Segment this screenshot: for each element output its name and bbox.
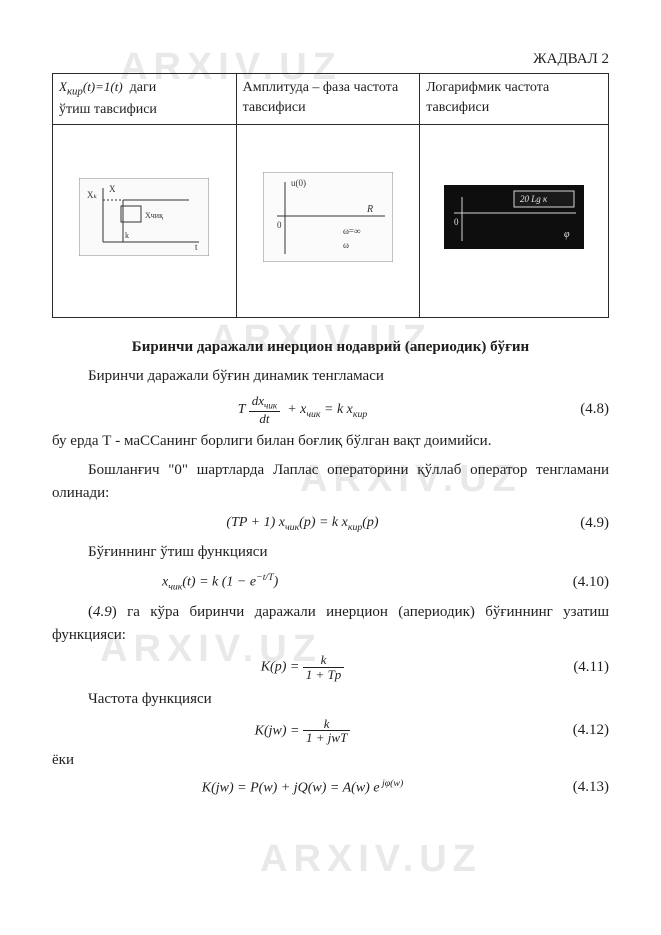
bode-thumbnail: 20 Lg к 0 φ — [444, 185, 584, 249]
equation-4-10-number: (4.10) — [553, 571, 609, 594]
paragraph-transition-fn: Бўғиннинг ўтиш функцияси — [52, 541, 609, 564]
graph-cell-mid: u(0) R 0 ω=∞ ω — [236, 124, 420, 317]
equation-4-13-number: (4.13) — [553, 776, 609, 799]
thumb-mid-R: R — [366, 204, 373, 215]
paragraph-time-constant: бу ерда Т - маССанинг борлиги билан боғл… — [52, 430, 609, 453]
para5-em: 4.9 — [93, 604, 112, 620]
equation-4-8-number: (4.8) — [553, 398, 609, 421]
eq412-den: 1 + jwT — [303, 731, 350, 745]
eq411-fraction: k 1 + Tp — [303, 653, 345, 681]
equation-4-11-row: K(p) = k 1 + Tp (4.11) — [52, 653, 609, 681]
col1-text2: ўтиш тавсифиси — [59, 102, 157, 117]
thumb-mid-O: 0 — [277, 220, 282, 230]
eq411-den: 1 + Tp — [303, 668, 345, 682]
eq411-lhs: K(p) = — [261, 660, 300, 675]
figure-table: Xкир(t)=1(t) даги ўтиш тавсифиси Амплиту… — [52, 73, 609, 317]
paragraph-laplace: Бошланғич "0" шартларда Лаплас оператори… — [52, 459, 609, 506]
paragraph-or: ёки — [52, 749, 609, 772]
equation-4-12-number: (4.12) — [553, 719, 609, 742]
eq48-fraction: dxчик dt — [249, 394, 280, 426]
paragraph-transfer-fn: (4.9) га кўра биринчи даражали инерцион … — [52, 601, 609, 648]
table-col1-header: Xкир(t)=1(t) даги ўтиш тавсифиси — [53, 74, 237, 124]
thumb-left-k: k — [125, 231, 129, 240]
thumb-left-xchiq: Xчиқ — [145, 211, 163, 220]
thumb-left-x: X — [109, 184, 116, 194]
table-col3-header: Логарифмик частота тавсифиси — [420, 74, 609, 124]
col1-text1: даги — [130, 80, 157, 95]
thumb-mid-omega-inf: ω=∞ — [343, 226, 360, 236]
equation-4-11-number: (4.11) — [553, 656, 609, 679]
section-heading: Биринчи даражали инерцион нодаврий (апер… — [52, 336, 609, 359]
equation-4-13-row: K(jw) = P(w) + jQ(w) = A(w) e jφ(w) (4.1… — [52, 776, 609, 799]
table-graph-row: Xₖ X Xчиқ k t u(0) R 0 ω=∞ ω — [53, 124, 609, 317]
graph-cell-left: Xₖ X Xчиқ k t — [53, 124, 237, 317]
thumb-mid-u0: u(0) — [291, 178, 306, 188]
eq412-fraction: k 1 + jwT — [303, 717, 350, 745]
equation-4-10: xчик(t) = k (1 − e−t/T) — [52, 570, 553, 595]
equation-4-10-row: xчик(t) = k (1 − e−t/T) (4.10) — [52, 570, 609, 595]
para5-post: ) га кўра биринчи даражали инерцион (апе… — [52, 604, 609, 643]
eq412-num: k — [303, 717, 350, 732]
equation-4-8-row: T dxчик dt + xчик = k xкир (4.8) — [52, 394, 609, 426]
equation-4-12: K(jw) = k 1 + jwT — [52, 717, 553, 745]
paragraph-dynamic-eqn-intro: Биринчи даражали бўғин динамик тенгламас… — [52, 365, 609, 388]
thumb-right-phi: φ — [564, 229, 570, 240]
nyquist-thumbnail: u(0) R 0 ω=∞ ω — [263, 172, 393, 262]
eq48-lhs: T — [238, 402, 246, 417]
equation-4-13: K(jw) = P(w) + jQ(w) = A(w) e jφ(w) — [52, 776, 553, 799]
thumb-left-xk: Xₖ — [87, 190, 97, 200]
watermark: ARXIV.UZ — [260, 830, 482, 889]
equation-4-12-row: K(jw) = k 1 + jwT (4.12) — [52, 717, 609, 745]
equation-4-8: T dxчик dt + xчик = k xкир — [52, 394, 553, 426]
table-col2-header: Амплитуда – фаза частота тавсифиси — [236, 74, 420, 124]
equation-4-9-number: (4.9) — [553, 512, 609, 535]
equation-4-9: (TP + 1) xчик(p) = k xкир(p) — [52, 512, 553, 535]
eq412-lhs: K(jw) = — [255, 723, 300, 738]
eq48-num: dxчик — [249, 394, 280, 412]
table-header-row: Xкир(t)=1(t) даги ўтиш тавсифиси Амплиту… — [53, 74, 609, 124]
eq48-den: dt — [249, 412, 280, 426]
graph-cell-right: 20 Lg к 0 φ — [420, 124, 609, 317]
paragraph-freq-fn: Частота функцияси — [52, 688, 609, 711]
thumb-mid-omega: ω — [343, 240, 349, 250]
col1-expression: Xкир(t)=1(t) — [59, 79, 123, 94]
thumb-right-O: 0 — [454, 217, 459, 227]
step-response-thumbnail: Xₖ X Xчиқ k t — [79, 178, 209, 256]
equation-4-11: K(p) = k 1 + Tp — [52, 653, 553, 681]
thumb-right-axis: 20 Lg к — [520, 194, 548, 204]
eq411-num: k — [303, 653, 345, 668]
table-label: ЖАДВАЛ 2 — [52, 48, 609, 71]
equation-4-9-row: (TP + 1) xчик(p) = k xкир(p) (4.9) — [52, 512, 609, 535]
